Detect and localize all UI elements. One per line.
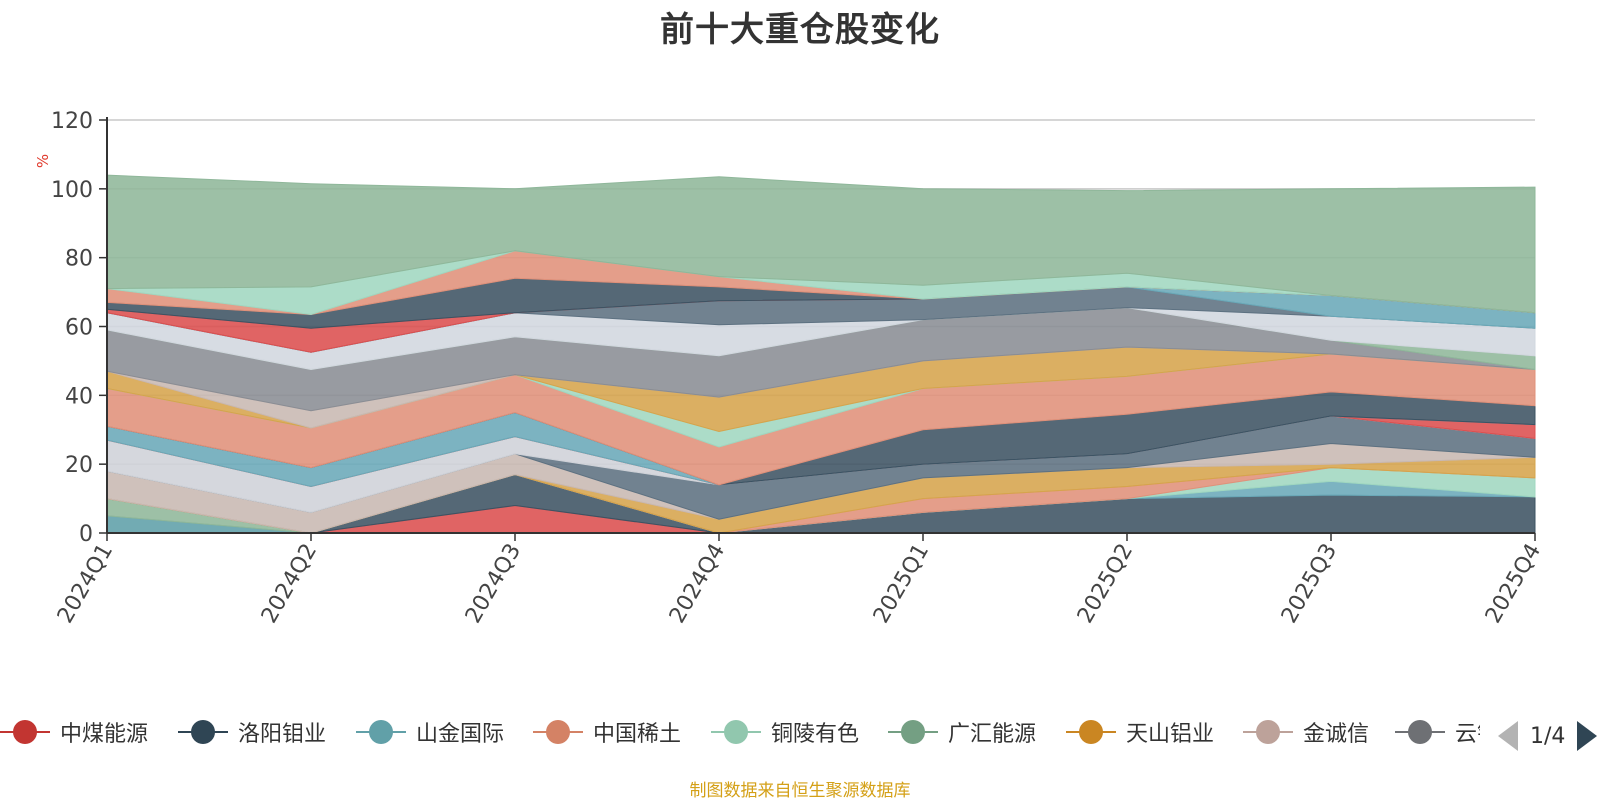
y-tick-label: 80 [65, 247, 93, 272]
legend-marker-icon [888, 717, 938, 747]
legend-item[interactable]: 中国稀土 [533, 712, 681, 752]
legend-item[interactable]: 云铝 [1395, 712, 1480, 752]
legend-marker-icon [356, 717, 406, 747]
y-tick-label: 100 [51, 178, 93, 203]
legend-label: 中国稀土 [593, 722, 682, 747]
x-tick-label: 2025Q4 [1481, 540, 1546, 628]
legend-item[interactable]: 天山铝业 [1066, 712, 1214, 752]
legend-marker-icon [0, 717, 50, 747]
y-tick-label: 0 [79, 522, 93, 547]
x-tick-label: 2024Q1 [53, 540, 118, 628]
legend-label: 铜陵有色 [771, 722, 860, 747]
legend-label: 山金国际 [416, 722, 505, 747]
legend-marker-icon [1066, 717, 1116, 747]
legend-label: 金诚信 [1303, 722, 1370, 747]
legend-item[interactable]: 金诚信 [1243, 712, 1369, 752]
x-tick-label: 2025Q1 [869, 540, 934, 628]
legend-marker-icon [178, 717, 228, 747]
chart-title: 前十大重仓股变化 [660, 10, 940, 50]
y-tick-label: 40 [65, 384, 93, 409]
y-tick-label: 120 [51, 109, 93, 134]
legend-item[interactable]: 洛阳钼业 [178, 712, 326, 752]
legend-label: 洛阳钼业 [238, 722, 327, 747]
legend-label: 云铝 [1455, 722, 1480, 747]
legend-marker-icon [1243, 717, 1293, 747]
legend-marker-icon [533, 717, 583, 747]
y-tick-label: 60 [65, 316, 93, 341]
legend-label: 天山铝业 [1126, 722, 1215, 747]
x-tick-label: 2024Q4 [665, 540, 730, 628]
triangle-left-icon[interactable] [1498, 721, 1518, 751]
legend-item[interactable]: 山金国际 [356, 712, 504, 752]
y-axis-unit-label: % [34, 154, 52, 168]
legend-label: 中煤能源 [60, 722, 149, 747]
triangle-right-icon[interactable] [1577, 721, 1598, 751]
stacked-areas [106, 174, 1536, 534]
legend-item[interactable]: 中煤能源 [0, 712, 148, 752]
legend-label: 广汇能源 [948, 722, 1037, 747]
x-tick-label: 2025Q2 [1073, 540, 1138, 628]
legend-item[interactable]: 广汇能源 [888, 712, 1036, 752]
area-series-27[interactable] [106, 174, 1536, 314]
y-tick-label: 20 [65, 453, 93, 478]
source-note: 制图数据来自恒生聚源数据库 [689, 781, 911, 801]
x-tick-label: 2024Q3 [461, 540, 526, 628]
legend-page-indicator: 1/4 [1530, 723, 1566, 749]
x-tick-label: 2025Q3 [1277, 540, 1342, 628]
legend-marker-icon [711, 717, 761, 747]
legend-pager: 1/4 [1498, 716, 1598, 756]
x-tick-label: 2024Q2 [257, 540, 322, 628]
legend-marker-icon [1395, 717, 1445, 747]
legend: 中煤能源 洛阳钼业 山金国际 中国稀土 铜陵有色 广汇能源 天山铝业 金诚信 云铝 [0, 712, 1480, 756]
legend-item[interactable]: 铜陵有色 [711, 712, 859, 752]
